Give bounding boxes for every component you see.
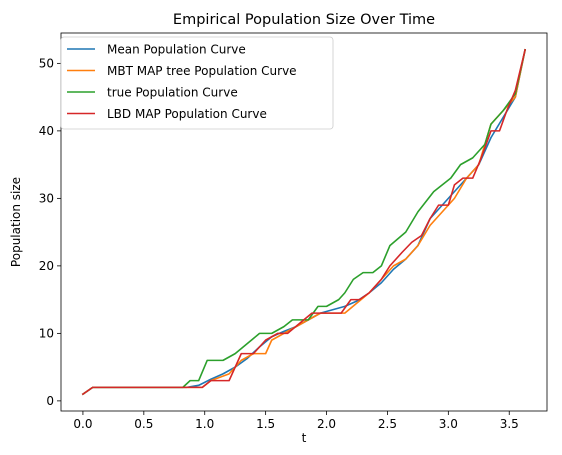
series-line-3 [81,48,527,396]
y-axis-label: Population size [9,177,23,267]
legend-label-0: Mean Population Curve [107,43,246,57]
chart-title: Empirical Population Size Over Time [173,12,435,28]
legend-label-3: LBD MAP Population Curve [107,107,267,121]
x-tick-label: 1.5 [256,417,275,431]
x-tick-label: 0.5 [134,417,153,431]
legend-label-2: true Population Curve [107,86,238,100]
x-tick-label: 2.5 [378,417,397,431]
y-tick-label: 50 [39,56,54,70]
x-tick-label: 1.0 [195,417,214,431]
y-tick-label: 20 [39,259,54,273]
y-tick-label: 10 [39,326,54,340]
legend: Mean Population Curve MBT MAP tree Popula… [60,36,334,130]
plot-series [81,48,527,396]
x-tick-label: 0.0 [73,417,92,431]
legend-label-1: MBT MAP tree Population Curve [107,64,297,78]
y-tick-label: 40 [39,124,54,138]
y-tick-label: 0 [46,394,54,408]
x-tick-label: 3.5 [500,417,519,431]
y-axis: 0 10 20 30 40 50 [39,56,61,408]
series-line-2 [81,48,527,396]
legend-frame [60,36,334,130]
plot-frame [60,32,548,412]
x-tick-label: 2.0 [317,417,336,431]
x-axis: 0.0 0.5 1.0 1.5 2.0 2.5 3.0 3.5 [73,411,519,431]
y-tick-label: 30 [39,191,54,205]
legend-items: Mean Population Curve MBT MAP tree Popula… [67,43,297,121]
x-tick-label: 3.0 [439,417,458,431]
x-axis-label: t [302,431,307,445]
